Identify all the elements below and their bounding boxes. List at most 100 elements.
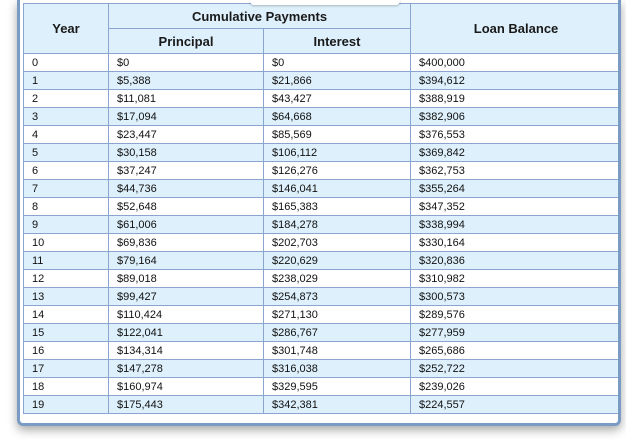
principal-cell: $37,247	[108, 161, 264, 180]
year-cell: 3	[23, 107, 109, 126]
table-row: 4 $23,447 $85,569 $376,553	[23, 125, 618, 144]
header-principal: Principal	[108, 28, 264, 54]
balance-cell: $382,906	[410, 107, 618, 126]
principal-cell: $79,164	[108, 251, 264, 270]
table-row: 12 $89,018 $238,029 $310,982	[23, 269, 618, 288]
balance-cell: $289,576	[410, 305, 618, 324]
interest-cell: $220,629	[262, 251, 412, 270]
principal-cell: $0	[108, 53, 264, 72]
header-loan-balance: Loan Balance	[410, 3, 618, 54]
table-row: 17 $147,278 $316,038 $252,722	[23, 359, 618, 378]
year-cell: 9	[23, 215, 109, 234]
principal-cell: $99,427	[108, 287, 264, 306]
balance-cell: $277,959	[410, 323, 618, 342]
interest-cell: $106,112	[262, 143, 412, 162]
interest-cell: $301,748	[262, 341, 412, 360]
interest-cell: $238,029	[262, 269, 412, 288]
interest-cell: $165,383	[262, 197, 412, 216]
balance-cell: $265,686	[410, 341, 618, 360]
principal-cell: $110,424	[108, 305, 264, 324]
principal-cell: $5,388	[108, 71, 264, 90]
interest-cell: $0	[262, 53, 412, 72]
year-cell: 2	[23, 89, 109, 108]
principal-cell: $134,314	[108, 341, 264, 360]
table-row: 11 $79,164 $220,629 $320,836	[23, 251, 618, 270]
table-row: 6 $37,247 $126,276 $362,753	[23, 161, 618, 180]
table-row: 0 $0 $0 $400,000	[23, 53, 618, 72]
principal-cell: $122,041	[108, 323, 264, 342]
year-cell: 8	[23, 197, 109, 216]
year-cell: 15	[23, 323, 109, 342]
year-cell: 16	[23, 341, 109, 360]
balance-cell: $388,919	[410, 89, 618, 108]
balance-cell: $355,264	[410, 179, 618, 198]
table-row: 8 $52,648 $165,383 $347,352	[23, 197, 618, 216]
principal-cell: $17,094	[108, 107, 264, 126]
principal-cell: $52,648	[108, 197, 264, 216]
balance-cell: $376,553	[410, 125, 618, 144]
balance-cell: $224,557	[410, 395, 618, 414]
principal-cell: $69,836	[108, 233, 264, 252]
table-header: Year Cumulative Payments Loan Balance Pr…	[23, 3, 618, 54]
principal-cell: $147,278	[108, 359, 264, 378]
table-row: 18 $160,974 $329,595 $239,026	[23, 377, 618, 396]
table-row: 2 $11,081 $43,427 $388,919	[23, 89, 618, 108]
table-row: 19 $175,443 $342,381 $224,557	[23, 395, 618, 414]
table-row: 15 $122,041 $286,767 $277,959	[23, 323, 618, 342]
balance-cell: $330,164	[410, 233, 618, 252]
balance-cell: $400,000	[410, 53, 618, 72]
header-year: Year	[23, 3, 109, 54]
year-cell: 13	[23, 287, 109, 306]
table-row: 5 $30,158 $106,112 $369,842	[23, 143, 618, 162]
year-cell: 19	[23, 395, 109, 414]
principal-cell: $44,736	[108, 179, 264, 198]
balance-cell: $310,982	[410, 269, 618, 288]
principal-cell: $175,443	[108, 395, 264, 414]
principal-cell: $23,447	[108, 125, 264, 144]
interest-cell: $254,873	[262, 287, 412, 306]
year-cell: 5	[23, 143, 109, 162]
table-row: 13 $99,427 $254,873 $300,573	[23, 287, 618, 306]
interest-cell: $146,041	[262, 179, 412, 198]
amortization-table: Year Cumulative Payments Loan Balance Pr…	[23, 3, 618, 414]
table-row: 14 $110,424 $271,130 $289,576	[23, 305, 618, 324]
table-row: 16 $134,314 $301,748 $265,686	[23, 341, 618, 360]
balance-cell: $239,026	[410, 377, 618, 396]
year-cell: 12	[23, 269, 109, 288]
table-row: 9 $61,006 $184,278 $338,994	[23, 215, 618, 234]
interest-cell: $271,130	[262, 305, 412, 324]
balance-cell: $320,836	[410, 251, 618, 270]
principal-cell: $160,974	[108, 377, 264, 396]
balance-cell: $362,753	[410, 161, 618, 180]
year-cell: 7	[23, 179, 109, 198]
interest-cell: $43,427	[262, 89, 412, 108]
balance-cell: $347,352	[410, 197, 618, 216]
interest-cell: $21,866	[262, 71, 412, 90]
principal-cell: $61,006	[108, 215, 264, 234]
interest-cell: $202,703	[262, 233, 412, 252]
year-cell: 1	[23, 71, 109, 90]
table-row: 1 $5,388 $21,866 $394,612	[23, 71, 618, 90]
balance-cell: $369,842	[410, 143, 618, 162]
panel-tab-notch	[250, 0, 400, 5]
interest-cell: $342,381	[262, 395, 412, 414]
amortization-table-panel: Year Cumulative Payments Loan Balance Pr…	[17, 0, 621, 426]
interest-cell: $286,767	[262, 323, 412, 342]
year-cell: 14	[23, 305, 109, 324]
principal-cell: $30,158	[108, 143, 264, 162]
interest-cell: $85,569	[262, 125, 412, 144]
interest-cell: $126,276	[262, 161, 412, 180]
principal-cell: $11,081	[108, 89, 264, 108]
table-row: 3 $17,094 $64,668 $382,906	[23, 107, 618, 126]
header-interest: Interest	[262, 28, 412, 54]
balance-cell: $394,612	[410, 71, 618, 90]
year-cell: 4	[23, 125, 109, 144]
year-cell: 0	[23, 53, 109, 72]
balance-cell: $338,994	[410, 215, 618, 234]
balance-cell: $300,573	[410, 287, 618, 306]
balance-cell: $252,722	[410, 359, 618, 378]
interest-cell: $329,595	[262, 377, 412, 396]
year-cell: 10	[23, 233, 109, 252]
table-body: 0 $0 $0 $400,000 1 $5,388 $21,866 $394,612 2 $11,…	[23, 53, 618, 414]
interest-cell: $184,278	[262, 215, 412, 234]
